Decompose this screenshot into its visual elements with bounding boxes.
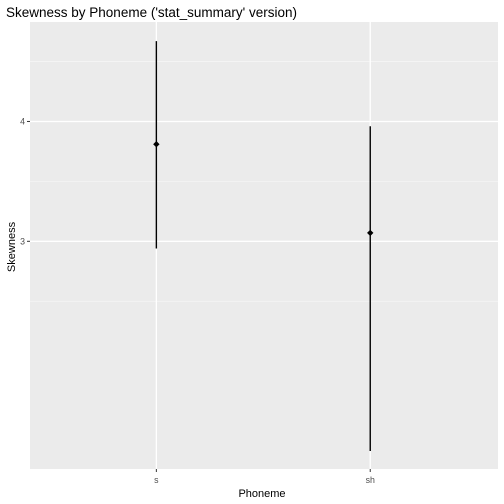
plot-panel xyxy=(30,22,498,469)
y-axis: 34 xyxy=(20,116,30,246)
y-axis-title: Skewness xyxy=(6,221,18,272)
x-tick-label: sh xyxy=(366,475,375,485)
x-axis-title: Phoneme xyxy=(238,488,285,500)
x-axis: s sh xyxy=(154,469,375,485)
x-tick-label: s xyxy=(154,475,159,485)
mean-point-s xyxy=(153,141,160,148)
mean-point-sh xyxy=(367,229,374,237)
y-tick-label: 4 xyxy=(20,116,25,126)
minor-gridlines xyxy=(30,61,498,302)
pointranges xyxy=(153,41,374,452)
y-tick-label: 3 xyxy=(20,236,25,246)
chart-title: Skewness by Phoneme ('stat_summary' vers… xyxy=(6,5,297,20)
